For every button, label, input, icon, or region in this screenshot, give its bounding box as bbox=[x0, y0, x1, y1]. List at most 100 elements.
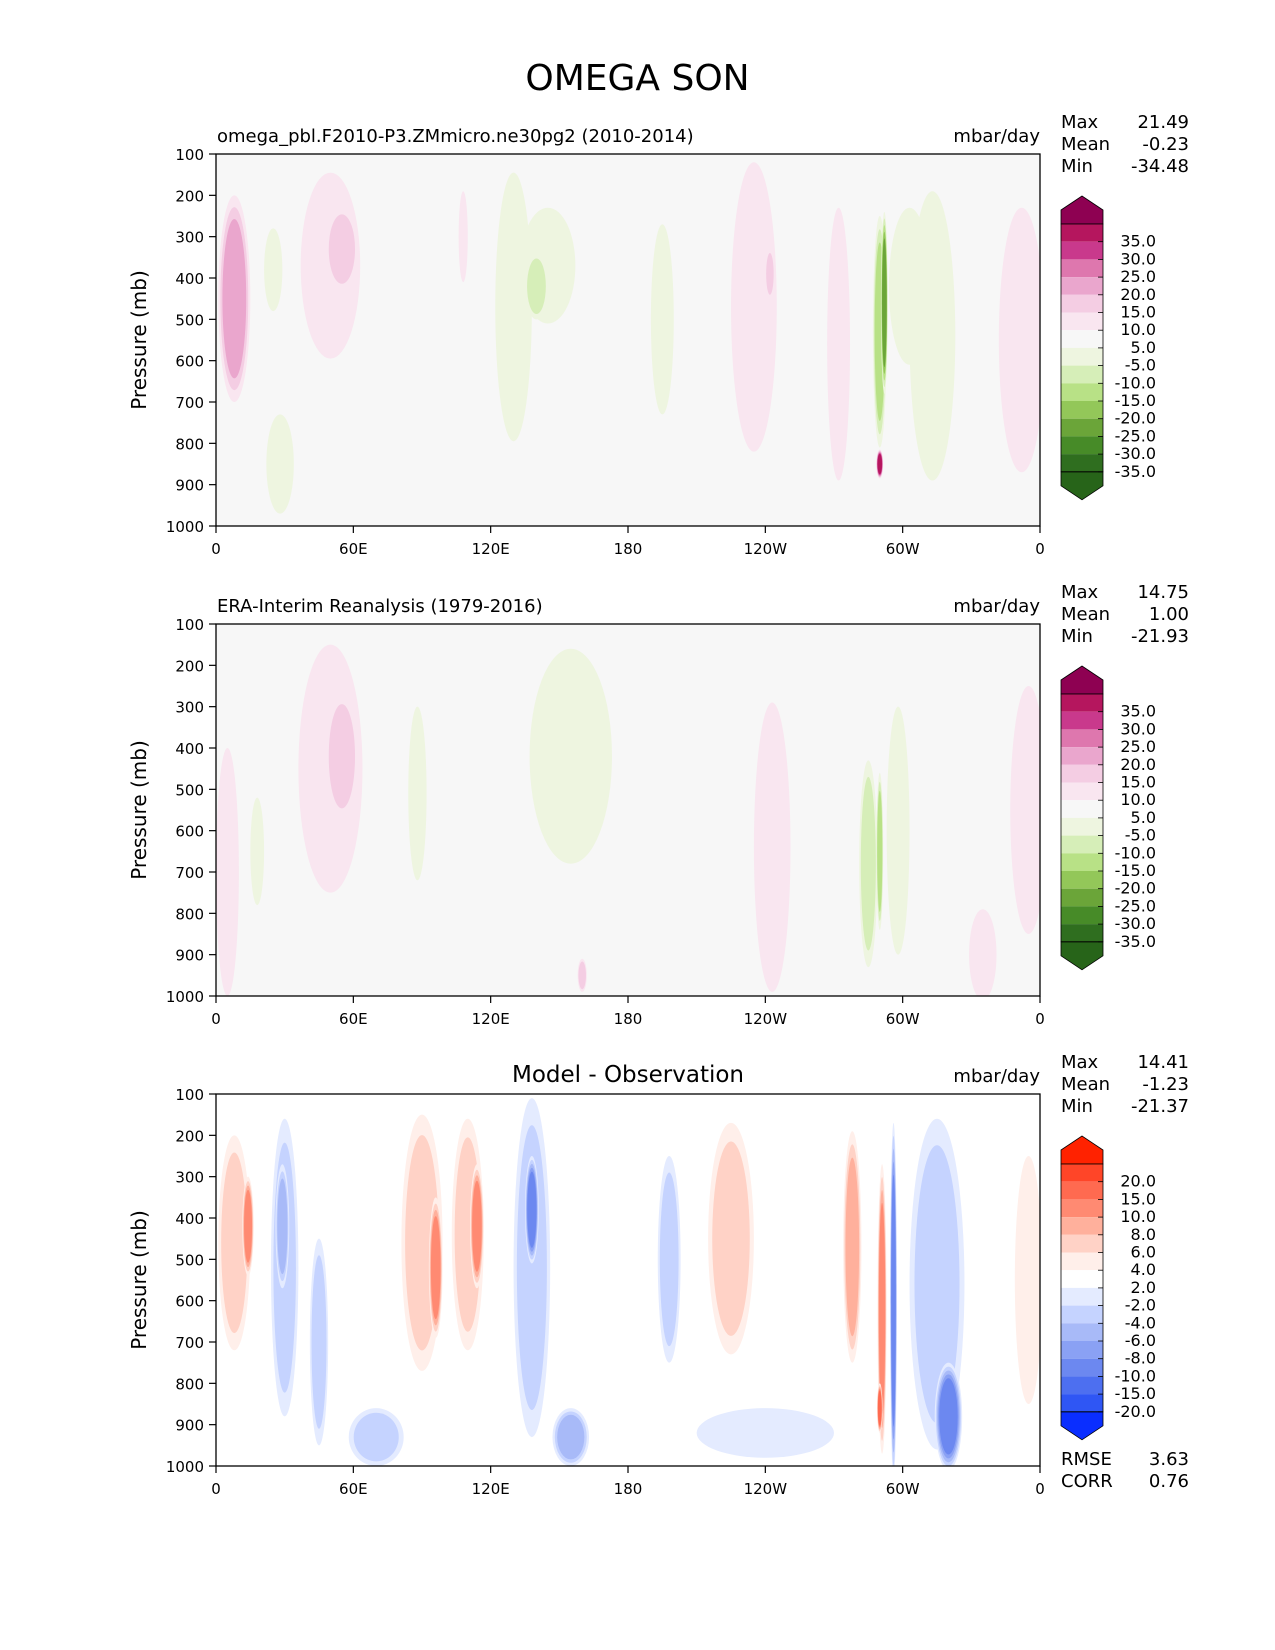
colorbar-label: -10.0 bbox=[1115, 843, 1156, 862]
y-tick-label: 800 bbox=[175, 905, 204, 923]
stat-label: Min bbox=[1061, 156, 1093, 177]
stat-value: -34.48 bbox=[1131, 156, 1189, 177]
y-tick-label: 500 bbox=[175, 781, 204, 799]
contour-region bbox=[891, 1174, 896, 1427]
colorbar-swatch bbox=[1061, 711, 1103, 730]
colorbar-label: 20.0 bbox=[1120, 1172, 1156, 1191]
colorbar-swatch bbox=[1061, 694, 1103, 712]
colorbar-label: -25.0 bbox=[1115, 896, 1156, 915]
contour-region bbox=[860, 776, 876, 951]
field-contours bbox=[216, 644, 1040, 996]
colorbar-swatch bbox=[1061, 782, 1103, 801]
x-tick-label: 0 bbox=[211, 540, 221, 558]
colorbar-label: -8.0 bbox=[1125, 1349, 1156, 1368]
colorbar-label: -25.0 bbox=[1115, 426, 1156, 445]
colorbar-swatch bbox=[1061, 1287, 1103, 1306]
stat-value: -1.23 bbox=[1142, 1074, 1189, 1095]
x-tick-label: 60W bbox=[886, 1480, 920, 1498]
colorbar-extend-min bbox=[1060, 1411, 1104, 1441]
x-tick-label: 120E bbox=[472, 1010, 510, 1028]
contour-region bbox=[886, 706, 910, 955]
colorbar-label: -15.0 bbox=[1115, 861, 1156, 880]
y-tick-label: 1000 bbox=[166, 988, 204, 1006]
colorbar-label: 4.0 bbox=[1131, 1260, 1156, 1279]
colorbar-label: -5.0 bbox=[1125, 826, 1156, 845]
x-tick-label: 120W bbox=[744, 1480, 788, 1498]
y-tick-label: 300 bbox=[175, 229, 204, 247]
y-tick-label: 800 bbox=[175, 1375, 204, 1393]
colorbar-extend-min bbox=[1060, 471, 1104, 501]
colorbar-extend-max bbox=[1060, 195, 1104, 225]
colorbar-swatch bbox=[1061, 241, 1103, 260]
colorbar-swatch bbox=[1061, 853, 1103, 871]
contour-region bbox=[845, 1157, 860, 1337]
contour-region bbox=[1010, 686, 1040, 934]
colorbar-swatch bbox=[1061, 224, 1103, 242]
contour-region bbox=[529, 648, 612, 864]
contour-region bbox=[877, 790, 883, 912]
y-tick-label: 300 bbox=[175, 699, 204, 717]
contour-region bbox=[328, 704, 356, 809]
colorbar-swatch bbox=[1061, 1234, 1103, 1253]
y-tick-label: 700 bbox=[175, 864, 204, 882]
contour-region bbox=[882, 238, 887, 368]
contour-region bbox=[527, 258, 546, 315]
x-tick-label: 60W bbox=[886, 1010, 920, 1028]
colorbar-label: -20.0 bbox=[1115, 879, 1156, 898]
colorbar-label: 6.0 bbox=[1131, 1243, 1156, 1262]
y-tick-label: 400 bbox=[175, 1210, 204, 1228]
colorbar: 35.030.025.020.015.010.05.0-5.0-10.0-15.… bbox=[1060, 195, 1156, 501]
colorbar-swatch bbox=[1061, 1199, 1103, 1218]
stat-label: Max bbox=[1061, 582, 1099, 603]
contour-region bbox=[914, 1145, 960, 1424]
colorbar-label: 5.0 bbox=[1131, 338, 1156, 357]
colorbar-swatch bbox=[1061, 729, 1103, 748]
colorbar-swatch bbox=[1061, 924, 1103, 942]
y-tick-label: 1000 bbox=[166, 518, 204, 536]
colorbar: 35.030.025.020.015.010.05.0-5.0-10.0-15.… bbox=[1060, 665, 1156, 971]
colorbar-swatch bbox=[1061, 1305, 1103, 1324]
x-tick-label: 0 bbox=[211, 1480, 221, 1498]
colorbar-label: -35.0 bbox=[1115, 462, 1156, 481]
y-tick-label: 100 bbox=[175, 616, 204, 634]
colorbar-swatch bbox=[1061, 1181, 1103, 1200]
colorbar-swatch bbox=[1061, 383, 1103, 401]
panel-left-title: omega_pbl.F2010-P3.ZMmicro.ne30pg2 (2010… bbox=[217, 126, 694, 147]
colorbar-label: 15.0 bbox=[1120, 303, 1156, 322]
stat-label: Max bbox=[1061, 1052, 1099, 1073]
contour-region bbox=[827, 207, 851, 481]
colorbar-label: 15.0 bbox=[1120, 1189, 1156, 1208]
colorbar-swatch bbox=[1061, 871, 1103, 889]
y-tick-label: 300 bbox=[175, 1169, 204, 1187]
stat-value: 1.00 bbox=[1149, 604, 1189, 625]
colorbar-swatch bbox=[1061, 1270, 1103, 1288]
contour-region bbox=[939, 1378, 958, 1455]
y-tick-label: 400 bbox=[175, 270, 204, 288]
field-contours bbox=[218, 1098, 1040, 1466]
units-label: mbar/day bbox=[953, 1066, 1040, 1087]
colorbar-label: 10.0 bbox=[1120, 790, 1156, 809]
units-label: mbar/day bbox=[953, 126, 1040, 147]
colorbar-swatch bbox=[1061, 888, 1103, 907]
x-tick-label: 60E bbox=[339, 1480, 368, 1498]
y-tick-label: 500 bbox=[175, 1251, 204, 1269]
y-tick-label: 900 bbox=[175, 477, 204, 495]
colorbar-swatch bbox=[1061, 1394, 1103, 1412]
colorbar-swatch bbox=[1061, 1217, 1103, 1235]
y-tick-label: 200 bbox=[175, 187, 204, 205]
colorbar-swatch bbox=[1061, 365, 1103, 384]
x-tick-label: 180 bbox=[614, 540, 643, 558]
y-tick-label: 500 bbox=[175, 311, 204, 329]
contour-region bbox=[878, 1202, 886, 1416]
contour-region bbox=[266, 414, 294, 514]
y-tick-label: 100 bbox=[175, 1086, 204, 1104]
colorbar-label: 15.0 bbox=[1120, 773, 1156, 792]
colorbar-label: -6.0 bbox=[1125, 1331, 1156, 1350]
y-tick-label: 200 bbox=[175, 1127, 204, 1145]
units-label: mbar/day bbox=[953, 596, 1040, 617]
stat-value: 3.63 bbox=[1149, 1449, 1189, 1470]
x-tick-label: 180 bbox=[614, 1010, 643, 1028]
colorbar-label: 30.0 bbox=[1120, 719, 1156, 738]
stat-value: -0.23 bbox=[1142, 134, 1189, 155]
contour-region bbox=[578, 961, 586, 990]
